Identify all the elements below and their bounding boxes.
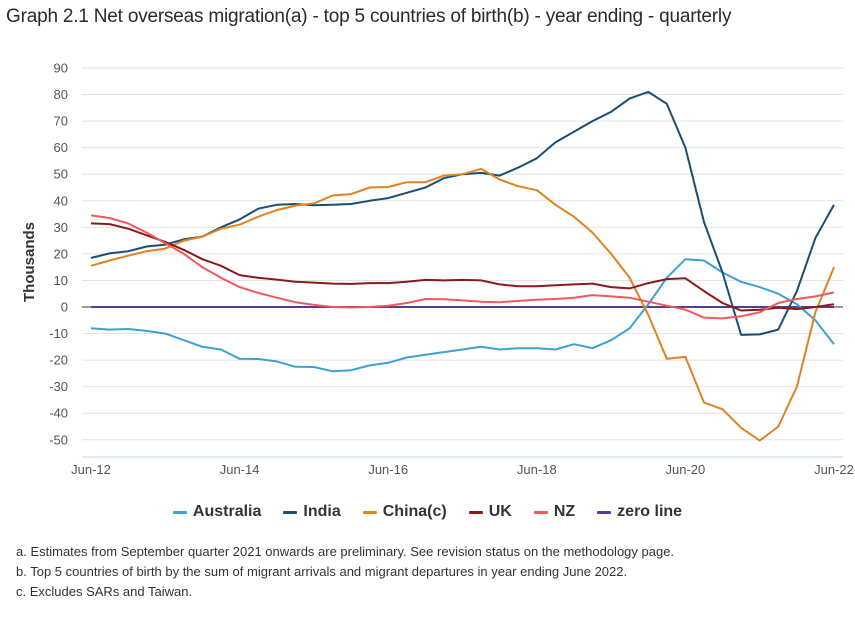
- y-tick-label: -50: [49, 432, 68, 447]
- series-line-india: [90, 90, 835, 336]
- legend-item-australia[interactable]: Australia: [172, 503, 262, 521]
- legend-item-india[interactable]: India: [283, 503, 341, 521]
- legend-label: NZ: [553, 503, 576, 520]
- series-line-australia: [90, 258, 835, 373]
- y-tick-label: -20: [49, 353, 68, 368]
- x-tick-label: Jun-20: [666, 462, 706, 477]
- legend-item-zero-line[interactable]: zero line: [597, 503, 682, 521]
- y-tick-label: 10: [54, 273, 68, 288]
- legend-swatch: [597, 510, 612, 514]
- y-tick-label: 20: [54, 246, 68, 261]
- x-tick-label: Jun-12: [71, 462, 111, 477]
- series-line-uk: [90, 222, 835, 312]
- line-chart: 90 80 70 60 50 40 30 20 10 0 -10 -20 -30 -40 -50 Jun-1…: [21, 61, 854, 478]
- x-tick-label: Jun-16: [368, 462, 408, 477]
- series-line-nz: [90, 214, 835, 320]
- x-tick-label: Jun-18: [517, 462, 557, 477]
- y-tick-label: 50: [54, 167, 68, 182]
- chart-title: Graph 2.1 Net overseas migration(a) - to…: [6, 6, 732, 27]
- legend-label: UK: [488, 503, 512, 520]
- footnotes: a. Estimates from September quarter 2021…: [16, 542, 674, 602]
- legend-label: India: [303, 503, 341, 520]
- y-tick-label: -30: [49, 379, 68, 394]
- legend-label: zero line: [617, 503, 683, 520]
- y-tick-label: 90: [54, 61, 68, 76]
- legend: Australia India China(c) UK NZ zero line: [0, 503, 855, 521]
- legend-item-china-c[interactable]: China(c): [362, 503, 447, 521]
- legend-swatch: [362, 510, 377, 514]
- legend-label: China(c): [382, 503, 447, 520]
- footnote-b: b. Top 5 countries of birth by the sum o…: [16, 564, 628, 579]
- y-tick-label: 30: [54, 220, 68, 235]
- y-tick-label: -10: [49, 326, 68, 341]
- x-tick-label: Jun-22: [814, 462, 854, 477]
- y-tick-label: 40: [54, 193, 68, 208]
- legend-swatch: [172, 510, 187, 514]
- y-tick-label: -40: [49, 406, 68, 421]
- y-tick-label: 80: [54, 87, 68, 102]
- footnote-a: a. Estimates from September quarter 2021…: [16, 544, 675, 559]
- y-axis-ticks: 90 80 70 60 50 40 30 20 10 0 -10 -20 -30 -40 -50: [49, 61, 68, 448]
- footnote-c: c. Excludes SARs and Taiwan.: [16, 584, 193, 599]
- y-axis-label: Thousands: [21, 222, 38, 302]
- y-tick-label: 70: [54, 114, 68, 129]
- legend-swatch: [283, 510, 298, 514]
- legend-swatch: [533, 510, 548, 514]
- series-lines: [90, 90, 835, 442]
- x-tick-label: Jun-14: [220, 462, 260, 477]
- legend-item-uk[interactable]: UK: [468, 503, 512, 521]
- legend-item-nz[interactable]: NZ: [533, 503, 576, 521]
- legend-label: Australia: [192, 503, 262, 520]
- x-axis-ticks: Jun-12 Jun-14 Jun-16 Jun-18 Jun-20 Jun-22: [71, 462, 854, 477]
- legend-swatch: [468, 510, 483, 514]
- y-tick-label: 0: [61, 300, 68, 315]
- y-tick-label: 60: [54, 140, 68, 155]
- series-line-china-c: [90, 167, 835, 442]
